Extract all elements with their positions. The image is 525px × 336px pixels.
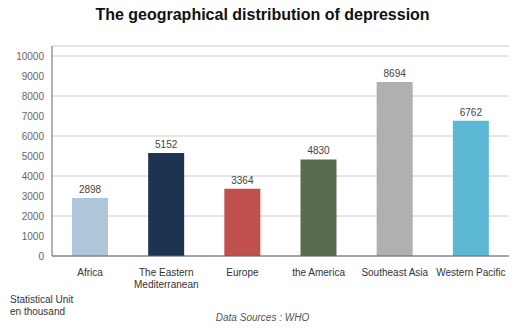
svg-text:6000: 6000 <box>22 131 45 142</box>
svg-text:3000: 3000 <box>22 191 45 202</box>
svg-text:9000: 9000 <box>22 71 45 82</box>
svg-text:Western Pacific: Western Pacific <box>436 267 505 278</box>
svg-text:3364: 3364 <box>231 175 254 186</box>
svg-text:Southeast Asia: Southeast Asia <box>361 267 428 278</box>
svg-text:0: 0 <box>38 251 44 262</box>
svg-text:4000: 4000 <box>22 171 45 182</box>
svg-text:The EasternMediterranean: The EasternMediterranean <box>134 267 198 290</box>
svg-text:1000: 1000 <box>22 231 45 242</box>
svg-text:Africa: Africa <box>77 267 103 278</box>
svg-text:6762: 6762 <box>460 107 483 118</box>
svg-text:4830: 4830 <box>307 145 330 156</box>
html-text:Data Sources : WHO: Data Sources : WHO <box>215 312 310 323</box>
svg-text:2000: 2000 <box>22 211 45 222</box>
svg-text:8694: 8694 <box>384 68 407 79</box>
svg-text:8000: 8000 <box>22 91 45 102</box>
svg-text:the America: the America <box>292 267 345 278</box>
svg-text:10000: 10000 <box>16 51 44 62</box>
svg-text:2898: 2898 <box>79 184 102 195</box>
svg-text:Europe: Europe <box>226 267 259 278</box>
svg-text:5152: 5152 <box>155 139 178 150</box>
html-text:Statistical Unit en thousand: Statistical Unit en thousand <box>10 294 74 317</box>
svg-text:5000: 5000 <box>22 151 45 162</box>
svg-text:7000: 7000 <box>22 111 45 122</box>
html-text:The geographical distribution: The geographical distribution of depress… <box>95 6 430 23</box>
